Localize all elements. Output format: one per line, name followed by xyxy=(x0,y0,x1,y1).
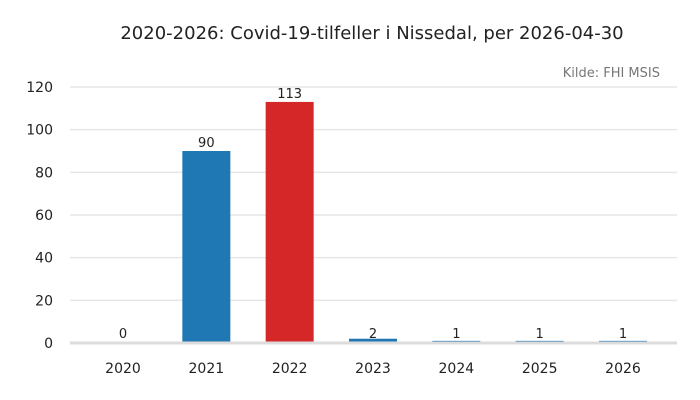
data-label-2024: 1 xyxy=(452,327,460,342)
data-labels: 0 90 113 2 1 1 1 xyxy=(119,87,627,342)
chart-title: 2020-2026: Covid-19-tilfeller i Nissedal… xyxy=(120,23,623,44)
x-tick-label-2024: 2024 xyxy=(439,361,475,377)
bar-2022 xyxy=(265,101,314,343)
x-tick-label-2021: 2021 xyxy=(189,361,225,377)
grid-lines xyxy=(70,86,677,302)
data-label-2021: 90 xyxy=(198,136,215,151)
x-tick-label-2020: 2020 xyxy=(105,361,141,377)
x-tick-label-2026: 2026 xyxy=(605,361,641,377)
chart-source: Kilde: FHI MSIS xyxy=(563,66,660,81)
x-axis-tick-labels: 2020 2021 2022 2023 2024 2025 2026 xyxy=(105,361,641,377)
y-axis-tick-labels: 0 20 40 60 80 100 120 xyxy=(26,80,53,352)
y-tick-label: 60 xyxy=(35,208,53,224)
y-tick-label: 120 xyxy=(26,80,53,96)
y-tick-label: 40 xyxy=(35,251,53,267)
data-label-2020: 0 xyxy=(119,327,127,342)
x-tick-label-2023: 2023 xyxy=(355,361,391,377)
data-label-2023: 2 xyxy=(369,327,377,342)
bars xyxy=(182,101,647,343)
y-tick-label: 0 xyxy=(44,336,53,352)
data-label-2026: 1 xyxy=(619,327,627,342)
data-label-2022: 113 xyxy=(277,87,302,102)
data-label-2025: 1 xyxy=(536,327,544,342)
bar-2023 xyxy=(349,338,397,343)
y-tick-label: 20 xyxy=(35,293,53,309)
x-tick-label-2022: 2022 xyxy=(272,361,308,377)
x-tick-label-2025: 2025 xyxy=(522,361,558,377)
bar-2021 xyxy=(182,151,231,343)
y-tick-label: 80 xyxy=(35,165,53,181)
y-tick-label: 100 xyxy=(26,123,53,139)
